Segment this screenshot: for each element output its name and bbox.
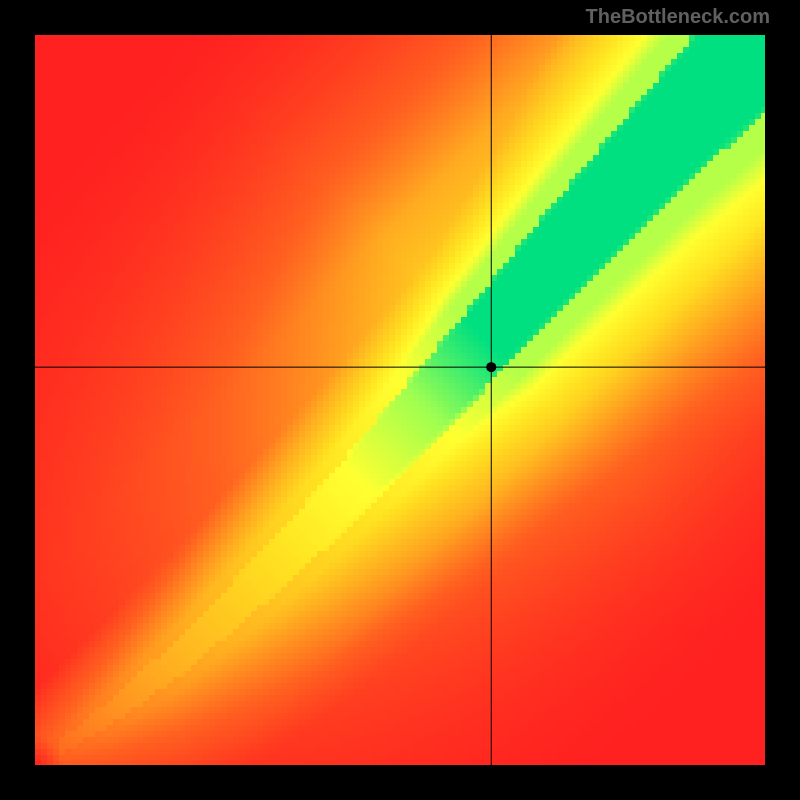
chart-container: TheBottleneck.com — [0, 0, 800, 800]
watermark-text: TheBottleneck.com — [586, 6, 770, 29]
bottleneck-heatmap — [35, 35, 765, 765]
plot-area — [35, 35, 765, 765]
